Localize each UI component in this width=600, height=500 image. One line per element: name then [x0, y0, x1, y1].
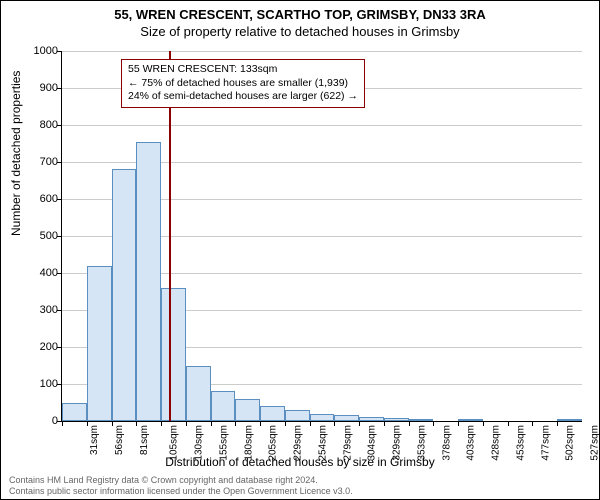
- xtick-mark: [260, 421, 261, 426]
- histogram-bar: [285, 410, 310, 421]
- xtick-mark: [409, 421, 410, 426]
- xtick-mark: [359, 421, 360, 426]
- histogram-bar: [384, 418, 409, 421]
- xtick-mark: [557, 421, 558, 426]
- ytick-label: 1000: [18, 45, 58, 57]
- xtick-mark: [136, 421, 137, 426]
- footer-line-2: Contains public sector information licen…: [9, 486, 353, 497]
- xtick-mark: [112, 421, 113, 426]
- histogram-bar: [334, 415, 359, 421]
- x-axis-label: Distribution of detached houses by size …: [1, 455, 599, 469]
- xtick-mark: [508, 421, 509, 426]
- xtick-mark: [62, 421, 63, 426]
- xtick-label: 81sqm: [139, 425, 150, 455]
- xtick-label: 56sqm: [114, 425, 125, 455]
- histogram-bar: [161, 288, 186, 421]
- ytick-label: 900: [18, 82, 58, 94]
- chart-container: 55, WREN CRESCENT, SCARTHO TOP, GRIMSBY,…: [0, 0, 600, 500]
- xtick-mark: [433, 421, 434, 426]
- info-line-1: 55 WREN CRESCENT: 133sqm: [128, 63, 358, 77]
- xtick-mark: [285, 421, 286, 426]
- histogram-bar: [136, 142, 161, 421]
- histogram-bar: [112, 169, 137, 421]
- y-axis-label: Number of detached properties: [9, 71, 23, 236]
- xtick-mark: [87, 421, 88, 426]
- xtick-mark: [161, 421, 162, 426]
- xtick-mark: [235, 421, 236, 426]
- histogram-bar: [310, 414, 335, 421]
- xtick-mark: [186, 421, 187, 426]
- ytick-label: 800: [18, 119, 58, 131]
- grid-line: [62, 125, 582, 126]
- xtick-mark: [532, 421, 533, 426]
- ytick-label: 200: [18, 341, 58, 353]
- footer-attribution: Contains HM Land Registry data © Crown c…: [9, 475, 353, 497]
- xtick-mark: [310, 421, 311, 426]
- title-sub: Size of property relative to detached ho…: [1, 22, 599, 39]
- info-line-3: 24% of semi-detached houses are larger (…: [128, 90, 358, 104]
- histogram-bar: [260, 406, 285, 421]
- histogram-bar: [557, 419, 582, 421]
- ytick-label: 700: [18, 156, 58, 168]
- histogram-bar: [235, 399, 260, 421]
- histogram-bar: [359, 417, 384, 421]
- histogram-bar: [62, 403, 87, 422]
- xtick-mark: [458, 421, 459, 426]
- histogram-bar: [211, 391, 236, 421]
- title-main: 55, WREN CRESCENT, SCARTHO TOP, GRIMSBY,…: [1, 1, 599, 22]
- grid-line: [62, 51, 582, 52]
- footer-line-1: Contains HM Land Registry data © Crown c…: [9, 475, 353, 486]
- info-box: 55 WREN CRESCENT: 133sqm ← 75% of detach…: [121, 59, 365, 108]
- histogram-bar: [409, 419, 434, 421]
- xtick-label: 31sqm: [89, 425, 100, 455]
- xtick-mark: [211, 421, 212, 426]
- ytick-label: 500: [18, 230, 58, 242]
- xtick-mark: [384, 421, 385, 426]
- info-line-2: ← 75% of detached houses are smaller (1,…: [128, 77, 358, 91]
- xtick-mark: [483, 421, 484, 426]
- ytick-label: 300: [18, 304, 58, 316]
- histogram-bar: [458, 419, 483, 421]
- histogram-bar: [87, 266, 112, 421]
- ytick-label: 400: [18, 267, 58, 279]
- xtick-mark: [334, 421, 335, 426]
- ytick-label: 0: [18, 415, 58, 427]
- ytick-label: 100: [18, 378, 58, 390]
- ytick-label: 600: [18, 193, 58, 205]
- histogram-bar: [186, 366, 211, 422]
